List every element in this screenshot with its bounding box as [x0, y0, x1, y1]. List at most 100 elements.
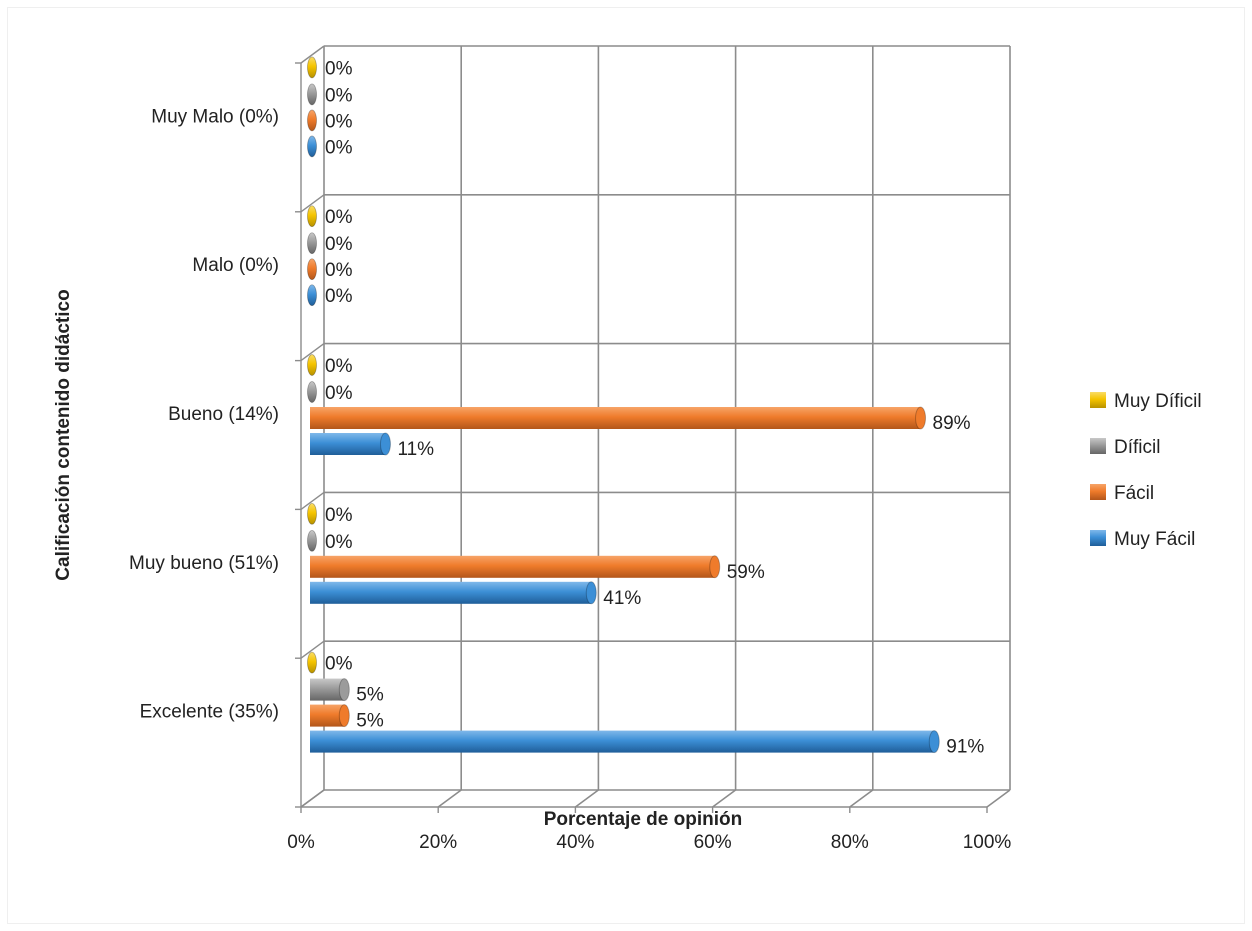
bar-body — [310, 704, 345, 727]
data-label: 5% — [356, 711, 384, 732]
bar-body — [310, 581, 592, 604]
bar-cap — [307, 205, 317, 228]
floor-line — [712, 789, 737, 808]
bar-cap — [307, 529, 317, 552]
bar-cap — [307, 284, 317, 307]
bar-body — [310, 407, 921, 429]
bar-cap — [307, 56, 317, 79]
legend: Muy Díficil Díficil Fácil Muy Fácil — [1090, 391, 1202, 550]
floor-line — [574, 789, 599, 808]
bar-cap — [307, 502, 317, 525]
bar — [307, 651, 317, 674]
data-label: 0% — [325, 532, 353, 553]
side-wall-line — [300, 194, 325, 213]
bar — [307, 258, 317, 281]
legend-swatch — [1090, 392, 1106, 408]
bar-cap — [915, 406, 927, 430]
floor-line — [849, 789, 874, 808]
bar — [307, 529, 317, 552]
bar — [310, 432, 391, 456]
category-label: Muy Malo (0%) — [151, 106, 279, 127]
bar — [310, 704, 350, 728]
bars: 0%5%5%91%0%0%59%41%0%0%89%11%0%0%0%0%0%0… — [307, 56, 984, 758]
side-wall-line — [300, 789, 325, 808]
legend-swatch — [1090, 484, 1106, 500]
data-label: 0% — [325, 58, 353, 79]
data-label: 0% — [325, 207, 353, 228]
legend-label: Muy Díficil — [1114, 391, 1202, 412]
legend-label: Díficil — [1114, 437, 1160, 458]
bar — [307, 109, 317, 132]
bar-cap — [928, 730, 940, 754]
bar-cap — [338, 678, 350, 702]
data-label: 0% — [325, 111, 353, 132]
bar-cap — [307, 354, 317, 376]
bar — [307, 232, 317, 255]
data-label: 11% — [397, 439, 434, 460]
bar-cap — [307, 83, 317, 106]
data-label: 0% — [325, 383, 353, 404]
bar-body — [310, 555, 715, 578]
data-label: 0% — [325, 356, 353, 377]
bar — [307, 135, 317, 158]
y-axis-label: Calificación contenido didáctico — [53, 289, 74, 580]
bar-cap — [307, 232, 317, 255]
category-label: Malo (0%) — [192, 255, 279, 276]
category-label: Excelente (35%) — [140, 702, 279, 723]
bar-cap — [585, 581, 597, 605]
bar-cap — [379, 432, 391, 456]
data-label: 41% — [603, 588, 641, 609]
side-wall-line — [300, 45, 325, 64]
bar-body — [310, 730, 935, 753]
data-label: 0% — [325, 654, 353, 675]
bar — [307, 502, 317, 525]
bar — [307, 205, 317, 228]
bar-cap — [338, 704, 350, 728]
bar-cap — [307, 135, 317, 158]
bar-cap — [307, 651, 317, 674]
data-label: 59% — [727, 562, 765, 583]
data-label: 5% — [356, 685, 384, 706]
x-tick-label: 80% — [831, 832, 869, 853]
legend-swatch — [1090, 438, 1106, 454]
bar — [310, 730, 940, 754]
x-tick-label: 60% — [694, 832, 732, 853]
floor-line — [986, 789, 1011, 808]
category-label: Muy bueno (51%) — [129, 553, 279, 574]
bar — [310, 406, 927, 430]
bar-body — [310, 433, 386, 455]
bar-body — [310, 678, 345, 701]
x-tick-label: 0% — [287, 832, 315, 853]
bar-cap — [307, 381, 317, 403]
data-label: 0% — [325, 137, 353, 158]
bar — [310, 581, 597, 605]
legend-label: Fácil — [1114, 483, 1154, 504]
bar — [310, 555, 721, 579]
side-wall-line — [300, 491, 325, 510]
x-tick-label: 20% — [419, 832, 457, 853]
side-wall-line — [300, 640, 325, 659]
bar — [307, 56, 317, 79]
x-axis-label: Porcentaje de opinión — [544, 809, 742, 830]
category-label: Bueno (14%) — [168, 404, 279, 425]
bar — [307, 354, 317, 376]
data-label: 0% — [325, 260, 353, 281]
bar-cap — [709, 555, 721, 579]
bar — [307, 83, 317, 106]
axis-labels: Porcentaje de opinión Calificación conte… — [53, 289, 742, 830]
x-tick-label: 100% — [963, 832, 1012, 853]
data-label: 0% — [325, 234, 353, 255]
data-label: 91% — [946, 737, 984, 758]
legend-swatch — [1090, 530, 1106, 546]
x-tick-label: 40% — [556, 832, 594, 853]
data-label: 0% — [325, 286, 353, 307]
bar-cap — [307, 258, 317, 281]
data-label: 0% — [325, 505, 353, 526]
bar — [307, 284, 317, 307]
data-label: 89% — [933, 413, 971, 434]
legend-label: Muy Fácil — [1114, 529, 1195, 550]
bar — [310, 678, 350, 702]
floor-line — [437, 789, 462, 808]
bar-cap — [307, 109, 317, 132]
